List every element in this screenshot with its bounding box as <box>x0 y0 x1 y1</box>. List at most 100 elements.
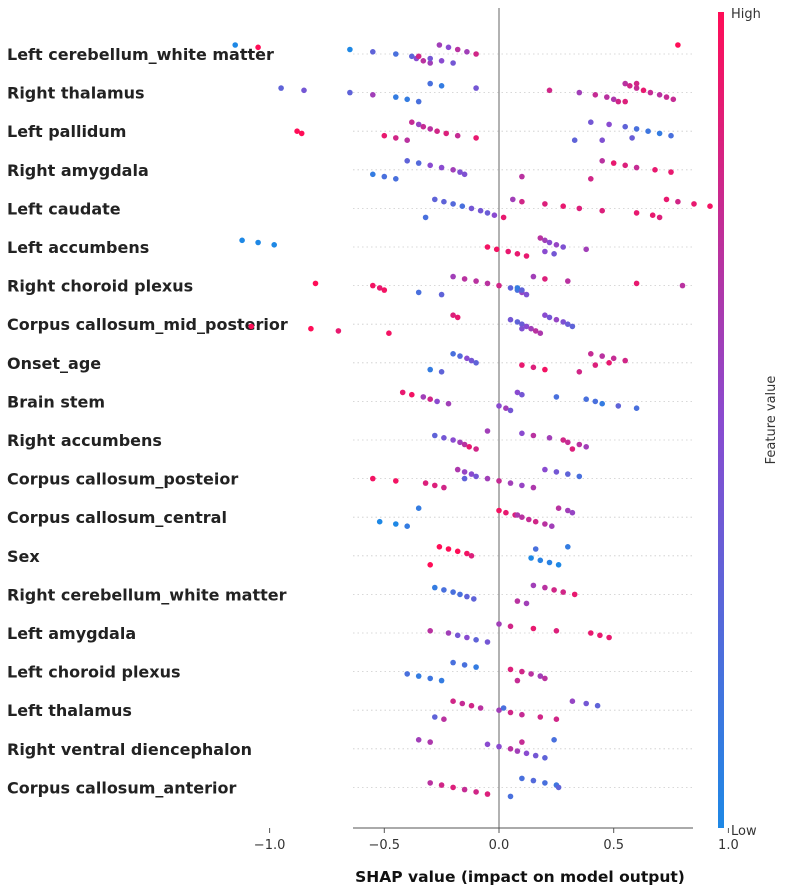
shap-point <box>450 784 456 791</box>
shap-point <box>606 360 612 366</box>
feature-label: Left choroid plexus <box>7 663 181 682</box>
shap-point <box>255 44 261 51</box>
shap-point <box>386 330 392 337</box>
shap-point <box>393 521 399 527</box>
shap-point <box>454 548 461 555</box>
shap-point <box>496 507 502 514</box>
shap-point <box>576 369 583 375</box>
shap-point <box>555 784 562 791</box>
shap-point <box>627 83 633 89</box>
shap-point <box>615 403 622 409</box>
shap-point <box>553 469 560 475</box>
shap-point <box>415 673 422 679</box>
shap-point <box>484 475 491 482</box>
shap-point <box>393 135 399 141</box>
shap-point <box>542 237 548 244</box>
shap-point <box>571 137 578 143</box>
shap-point <box>542 366 548 373</box>
shap-point <box>514 512 521 518</box>
shap-point <box>473 637 479 643</box>
shap-point <box>436 544 443 550</box>
shap-point <box>576 473 583 480</box>
shap-point <box>668 132 674 139</box>
shap-point <box>496 743 502 750</box>
shap-point <box>537 330 544 337</box>
shap-point <box>473 473 479 480</box>
shap-point <box>473 135 479 141</box>
shap-point <box>530 582 537 589</box>
shap-point <box>505 248 512 255</box>
shap-point <box>232 42 238 48</box>
shap-point <box>615 98 622 105</box>
shap-point <box>565 321 571 328</box>
shap-point <box>294 128 300 134</box>
shap-point <box>546 239 553 246</box>
shap-point <box>675 198 681 205</box>
shap-point <box>450 698 456 704</box>
shap-point <box>415 98 422 105</box>
shap-point <box>514 319 521 325</box>
shap-point <box>420 123 427 130</box>
shap-point <box>528 671 534 677</box>
shap-point <box>528 555 534 561</box>
feature-label: Left amygdala <box>7 624 136 643</box>
shap-point <box>519 321 525 328</box>
shap-point <box>454 46 461 53</box>
shap-point <box>503 405 509 412</box>
shap-point <box>599 207 605 214</box>
colorbar-low-label: Low <box>731 824 757 839</box>
feature-label: Right choroid plexus <box>7 277 193 296</box>
shap-point <box>441 716 447 722</box>
shap-point <box>560 437 566 443</box>
shap-point <box>551 251 557 257</box>
shap-point <box>519 482 525 489</box>
shap-point <box>633 280 640 287</box>
shap-point <box>457 169 463 175</box>
shap-point <box>530 484 537 491</box>
shap-point <box>549 523 555 529</box>
shap-point <box>530 777 537 784</box>
shap-point <box>565 471 571 477</box>
shap-point <box>542 276 548 282</box>
shap-point <box>668 169 674 175</box>
shap-point <box>461 662 468 668</box>
shap-point <box>432 584 438 591</box>
feature-label: Brain stem <box>7 392 105 411</box>
shap-point <box>707 203 713 209</box>
shap-point <box>599 137 605 143</box>
shap-point <box>553 716 560 722</box>
shap-point <box>526 516 532 523</box>
shap-point <box>464 634 470 641</box>
shap-point <box>427 60 434 66</box>
shap-point <box>523 291 530 298</box>
shap-point <box>560 244 566 250</box>
shap-point <box>569 698 576 704</box>
shap-point <box>484 741 491 748</box>
feature-gridlines <box>353 53 693 788</box>
shap-point <box>461 469 468 475</box>
shap-point <box>565 544 571 550</box>
shap-point <box>473 51 479 57</box>
shap-point <box>477 207 484 214</box>
shap-point <box>592 362 599 368</box>
shap-point <box>427 55 434 62</box>
shap-point <box>519 514 525 520</box>
shap-point <box>583 246 589 253</box>
shap-point <box>409 391 415 398</box>
shap-point <box>445 400 452 407</box>
shap-point <box>633 164 640 171</box>
shap-point <box>588 176 594 182</box>
shap-point <box>519 775 525 782</box>
shap-point <box>542 780 548 786</box>
shap-point <box>415 505 422 512</box>
shap-point <box>427 739 434 745</box>
x-tick-label: 0.5 <box>603 838 624 853</box>
feature-label: Left accumbens <box>7 238 149 257</box>
shap-point <box>370 475 376 482</box>
shap-point <box>427 80 434 87</box>
feature-label: Right accumbens <box>7 431 162 450</box>
shap-point <box>454 466 461 473</box>
shap-point <box>461 786 468 793</box>
shap-point <box>427 628 434 634</box>
shap-point <box>633 80 640 87</box>
